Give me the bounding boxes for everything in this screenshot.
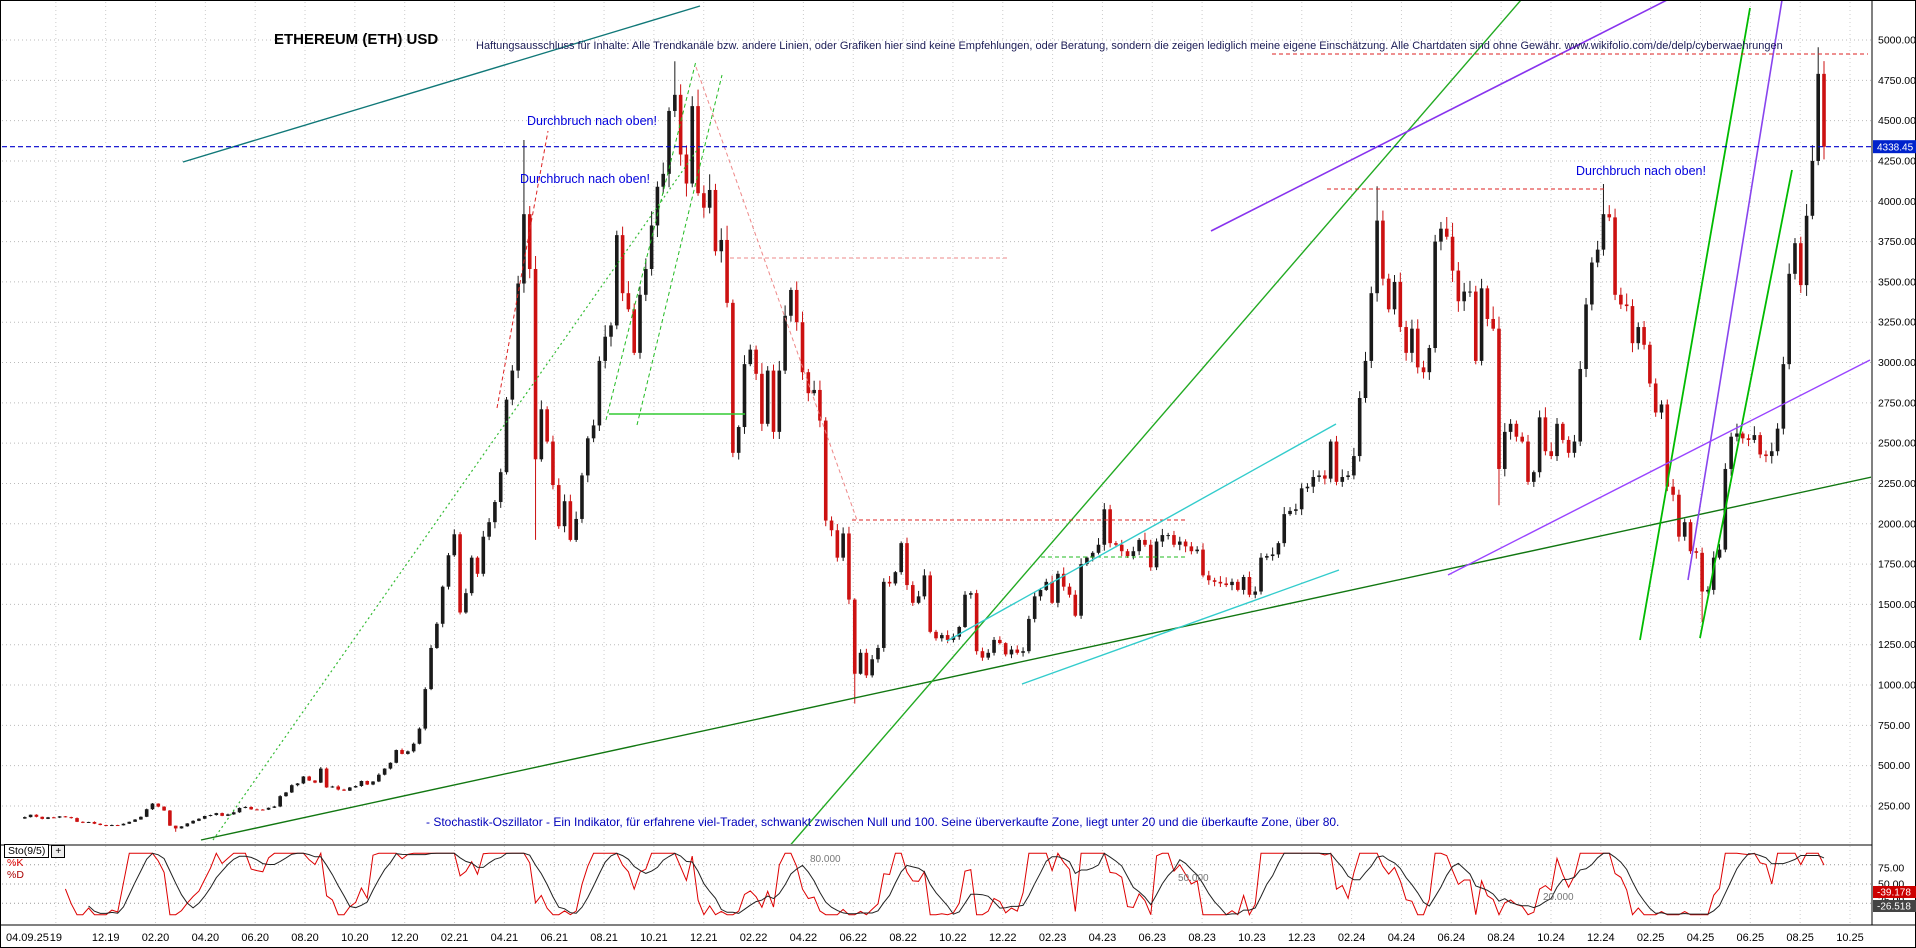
svg-text:4000.00: 4000.00	[1878, 196, 1916, 208]
svg-text:3750.00: 3750.00	[1878, 236, 1916, 248]
svg-text:75.00: 75.00	[1878, 863, 1904, 875]
svg-text:06.22: 06.22	[839, 932, 867, 944]
current-price-badge: 4338.45	[1873, 140, 1916, 154]
chart-title: ETHEREUM (ETH) USD	[274, 31, 439, 48]
svg-text:04.23: 04.23	[1089, 932, 1117, 944]
svg-text:1750.00: 1750.00	[1878, 559, 1916, 571]
stochastic-note: - Stochastik-Oszillator - Ein Indikator,…	[426, 815, 1340, 829]
svg-text:06.20: 06.20	[241, 932, 269, 944]
svg-text:04.21: 04.21	[491, 932, 519, 944]
svg-text:1000.00: 1000.00	[1878, 680, 1916, 692]
oscillator-value-badges: -39.178 -26.518	[1873, 886, 1916, 913]
svg-text:19: 19	[50, 932, 62, 944]
svg-text:12.19: 12.19	[92, 932, 120, 944]
svg-text:02.25: 02.25	[1637, 932, 1665, 944]
svg-text:2750.00: 2750.00	[1878, 397, 1916, 409]
svg-text:4500.00: 4500.00	[1878, 115, 1916, 127]
svg-text:10.22: 10.22	[939, 932, 967, 944]
svg-text:-26.518: -26.518	[1877, 902, 1911, 913]
trendlines	[2, 1, 1871, 844]
svg-text:10.23: 10.23	[1238, 932, 1266, 944]
svg-text:50.000: 50.000	[1178, 873, 1209, 884]
svg-text:06.25: 06.25	[1737, 932, 1765, 944]
svg-text:10.24: 10.24	[1537, 932, 1565, 944]
svg-text:1250.00: 1250.00	[1878, 639, 1916, 651]
svg-text:250.00: 250.00	[1878, 801, 1910, 813]
oscillator-curves	[64, 851, 1825, 916]
svg-text:20.000: 20.000	[1543, 892, 1574, 903]
breakout-annotation: Durchbruch nach oben!	[520, 172, 650, 186]
svg-text:06.23: 06.23	[1139, 932, 1167, 944]
svg-text:08.23: 08.23	[1188, 932, 1216, 944]
svg-text:02.22: 02.22	[740, 932, 768, 944]
grid	[2, 2, 1872, 925]
svg-text:500.00: 500.00	[1878, 760, 1910, 772]
svg-text:4250.00: 4250.00	[1878, 155, 1916, 167]
svg-text:12.22: 12.22	[989, 932, 1017, 944]
svg-text:3250.00: 3250.00	[1878, 317, 1916, 329]
svg-text:02.24: 02.24	[1338, 932, 1366, 944]
disclaimer-text: Haftungsausschluss für Inhalte: Alle Tre…	[476, 40, 1783, 52]
breakout-annotation: Durchbruch nach oben!	[527, 114, 657, 128]
candles	[23, 47, 1826, 832]
svg-text:80.000: 80.000	[810, 854, 841, 865]
svg-text:02.23: 02.23	[1039, 932, 1067, 944]
svg-text:08.20: 08.20	[291, 932, 319, 944]
svg-text:12.24: 12.24	[1587, 932, 1615, 944]
svg-text:4338.45: 4338.45	[1877, 143, 1914, 154]
expand-icon[interactable]: +	[51, 845, 66, 858]
svg-text:04.22: 04.22	[790, 932, 818, 944]
svg-text:-39.178: -39.178	[1877, 888, 1911, 899]
svg-text:06.24: 06.24	[1438, 932, 1466, 944]
svg-text:3500.00: 3500.00	[1878, 276, 1916, 288]
svg-text:04.24: 04.24	[1388, 932, 1416, 944]
svg-text:04.09.25: 04.09.25	[6, 932, 49, 944]
svg-text:750.00: 750.00	[1878, 720, 1910, 732]
svg-text:2000.00: 2000.00	[1878, 518, 1916, 530]
svg-text:4750.00: 4750.00	[1878, 75, 1916, 87]
svg-text:12.23: 12.23	[1288, 932, 1316, 944]
svg-text:2500.00: 2500.00	[1878, 438, 1916, 450]
svg-text:06.21: 06.21	[540, 932, 568, 944]
d-label: %D	[7, 869, 24, 881]
svg-text:12.21: 12.21	[690, 932, 718, 944]
svg-text:1500.00: 1500.00	[1878, 599, 1916, 611]
breakout-annotation: Durchbruch nach oben!	[1576, 164, 1706, 178]
svg-text:08.25: 08.25	[1786, 932, 1814, 944]
svg-text:10.20: 10.20	[341, 932, 369, 944]
svg-text:04.20: 04.20	[192, 932, 220, 944]
svg-text:12.20: 12.20	[391, 932, 419, 944]
svg-text:08.24: 08.24	[1487, 932, 1515, 944]
svg-text:04.25: 04.25	[1687, 932, 1715, 944]
svg-text:08.22: 08.22	[889, 932, 917, 944]
svg-text:02.20: 02.20	[142, 932, 170, 944]
svg-text:10.25: 10.25	[1836, 932, 1864, 944]
svg-text:08.21: 08.21	[590, 932, 618, 944]
k-label: %K	[7, 857, 24, 869]
svg-text:02.21: 02.21	[441, 932, 469, 944]
svg-text:2250.00: 2250.00	[1878, 478, 1916, 490]
svg-text:10.21: 10.21	[640, 932, 668, 944]
oscillator-name[interactable]: Sto(9/5)	[4, 844, 50, 858]
svg-text:5000.00: 5000.00	[1878, 35, 1916, 47]
oscillator-legend: Sto(9/5) +	[4, 844, 66, 858]
svg-text:3000.00: 3000.00	[1878, 357, 1916, 369]
